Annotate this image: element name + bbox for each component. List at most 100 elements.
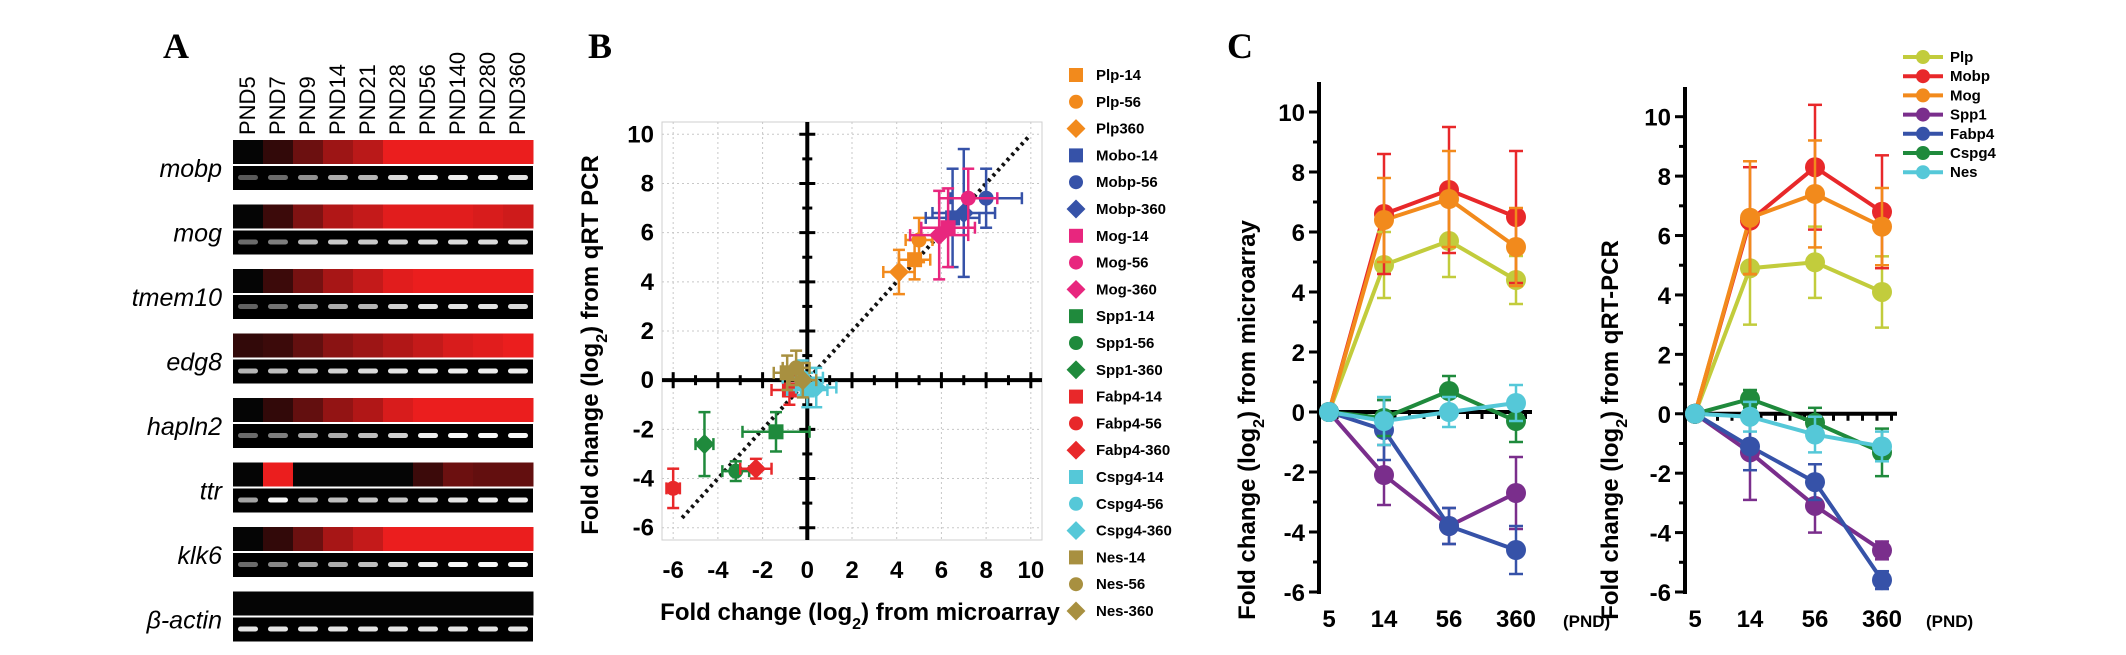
heatmap-cell [353,204,384,229]
line1-series-line [1328,401,1517,424]
data-point [929,224,950,246]
heatmap-cell [443,333,474,358]
heatmap-cell [413,269,444,293]
line2-y-tick-label: -4 [1650,521,1672,548]
gel-band [388,626,408,632]
line1-series-line [1327,238,1518,413]
y-tick-label: 4 [641,269,655,296]
legend-marker [1916,126,1930,141]
legend-label: Nes-14 [1096,549,1146,566]
legend-marker [1916,107,1930,122]
heatmap-cell [323,398,354,422]
gel-band [298,175,318,180]
gel-band [328,626,348,632]
gel-divider [233,486,533,489]
scatter-legend: Plp-14 Plp-56 Plp360 Mobo-14 Mobp-56 Mobp-360… [1066,67,1172,621]
heatmap-cell [383,462,414,487]
data-point [960,190,976,206]
gel-band [298,497,318,503]
line2-data-point [1805,472,1825,493]
gel-band [298,304,318,309]
legend-marker [1069,309,1083,324]
legend-label: Mobp [1950,68,1990,85]
gel-band [508,497,528,503]
legend-marker [1069,389,1083,404]
gel-band [298,368,318,374]
gel-band [328,497,348,503]
gel-band [358,433,378,438]
heatmap-cell [263,204,294,229]
legend-label: Nes [1950,164,1978,181]
legend-label: Mog [1950,87,1981,104]
gel-band [418,175,438,180]
heatmap-cell [473,462,504,487]
gene-label: mog [173,220,222,248]
legend-marker [1066,601,1086,621]
gel-band [508,562,528,567]
line2-x-unit: (PND) [1926,612,1973,631]
y-tick-label: -2 [633,416,654,443]
heatmap-cell [233,269,264,293]
y-tick-label: 6 [641,220,654,247]
data-point [792,370,813,391]
x-tick-label: -4 [707,557,729,584]
heatmap-cell [413,140,444,164]
gel-divider [233,357,533,360]
gel-band [508,239,528,245]
gel-band [388,562,408,567]
gel-band [238,239,258,245]
scatter-grid [661,121,1043,541]
gel-band [328,368,348,374]
gel-band [448,433,468,438]
gel-band [478,239,498,245]
heatmap-cell [293,527,324,551]
line2-y-tick-label: -6 [1650,580,1671,607]
line1-series-line [1327,410,1517,529]
line1-y-tick-label: 8 [1292,160,1305,187]
gel-band [448,626,468,632]
legend-marker [1066,199,1086,219]
line2-data-point [1740,436,1760,457]
line2-y-tick-label: 4 [1658,283,1672,310]
line2-data-point [1805,183,1825,204]
gel-band [238,433,258,438]
legend-label: Mobp-56 [1096,174,1158,191]
heatmap-cell [413,462,444,487]
gel-divider [233,615,533,618]
heatmap-cell [503,269,534,293]
gel-band [448,562,468,567]
heatmap-cell [293,462,324,487]
legend-marker [1069,550,1083,565]
line2-series-line [1694,411,1883,449]
legend-marker [1066,521,1086,541]
heatmap-cell [323,140,354,164]
legend-label: Mog-56 [1096,255,1149,272]
line1-y-tick-label: 0 [1292,400,1305,427]
gel-band [328,433,348,438]
gel-band [388,433,408,438]
line1-y-tick-label: 4 [1292,280,1306,307]
legend-label: Mog-14 [1096,228,1149,245]
data-point [665,480,681,496]
heatmap-cell [233,462,264,487]
legend-label: Fabp4 [1950,126,1995,143]
line-legend: Plp Mobp Mog Spp1 Fabp4 Cspg4 Nes [1903,49,1997,181]
legend-marker [1069,416,1083,431]
heatmap-cell [233,398,264,422]
legend-marker [1069,175,1083,190]
gel-band [238,175,258,180]
heatmap-cell [233,204,264,229]
y-tick-label: 0 [641,367,654,394]
gene-label: hapln2 [147,413,222,441]
legend-marker [1069,94,1083,109]
legend-label: Plp360 [1096,121,1144,138]
x-tick-label: 6 [935,557,948,584]
gel-band [298,239,318,245]
heatmap-cell [293,591,324,616]
gel-band [358,304,378,309]
heatmap-cell [443,140,474,164]
x-tick-label: 10 [1017,557,1044,584]
gel-panel: PND5 PND7 PND9 PND14 PND21 PND28 PND56 PND140 PN… [132,52,534,642]
scatter-points [665,147,1024,510]
heatmap-cell [293,333,324,358]
